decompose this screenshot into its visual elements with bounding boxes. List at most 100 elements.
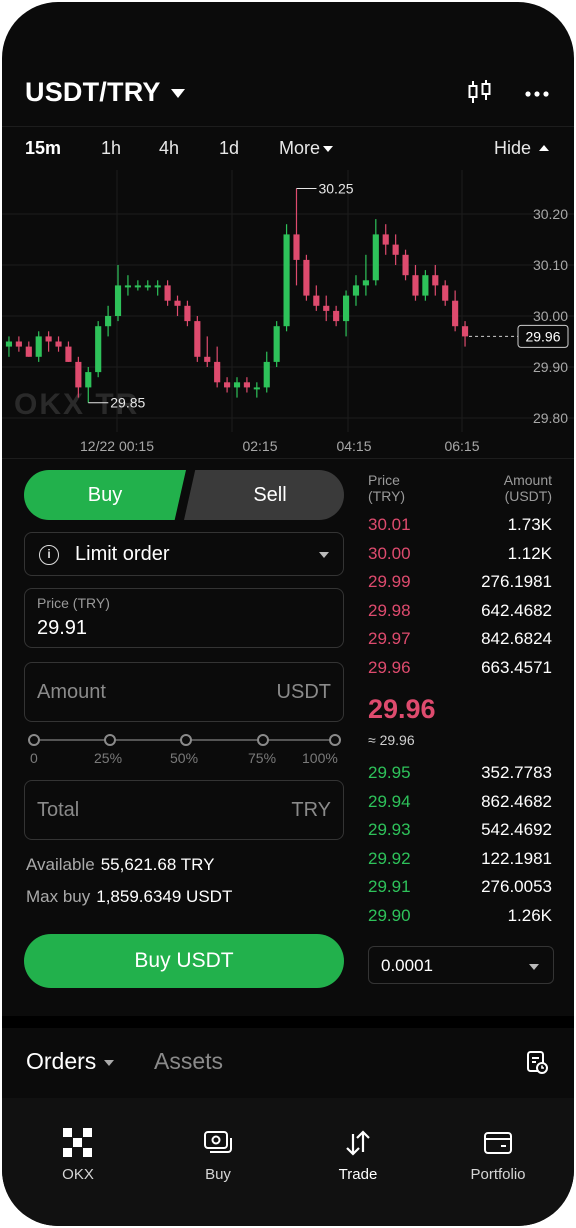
orders-tab[interactable]: Orders [26,1048,115,1075]
bid-row[interactable]: 29.92 122.1981 [368,846,552,872]
total-unit: TRY [291,799,331,821]
time-axis-label: 06:15 [444,438,479,454]
time-axis-label: 04:15 [336,438,371,454]
candle-body [342,295,350,322]
candle-body [85,372,92,388]
pair-label: USDT/TRY [25,77,161,107]
bid-row[interactable]: 29.95 352.7783 [368,760,552,786]
candle-body [174,300,181,306]
tf-more[interactable]: More [279,138,334,159]
bid-price: 29.95 [368,763,411,782]
slider-label: 50% [170,750,199,766]
bid-row[interactable]: 29.90 1.26K [368,903,552,929]
nav-buy[interactable]: Buy [168,1128,268,1183]
candle-body [333,310,340,322]
nav-label: OKX [62,1166,94,1183]
ask-row[interactable]: 29.99 276.1981 [368,569,552,595]
order-history-icon[interactable] [526,1050,548,1074]
divider [2,458,574,459]
hide-chart-button[interactable]: Hide [494,138,550,159]
amount-slider[interactable]: 0 25% 50% 75% 100% [24,732,344,768]
candle-body [194,321,201,357]
tf-1h[interactable]: 1h [101,138,122,158]
ask-row[interactable]: 30.00 1.12K [368,541,552,567]
nav-label: Buy [205,1166,231,1183]
time-axis-label: 12/22 00:15 [80,438,154,454]
candle-body [452,300,459,327]
more-options-icon[interactable] [524,78,550,106]
amount-placeholder: Amount [37,681,106,703]
candle-body [432,275,439,286]
current-price-tag [517,324,569,348]
buy-usdt-button[interactable]: Buy USDT [24,934,344,988]
bid-amount: 276.0053 [481,877,552,896]
chevron-down-icon [104,1059,115,1066]
ask-row[interactable]: 29.97 842.6824 [368,626,552,652]
order-type-select[interactable]: i Limit order [24,532,344,576]
bid-row[interactable]: 29.91 276.0053 [368,874,552,900]
bid-row[interactable]: 29.94 862.4682 [368,789,552,815]
nav-label: Trade [338,1166,378,1183]
ask-row[interactable]: 29.98 642.4682 [368,598,552,624]
ask-row[interactable]: 29.96 663.4571 [368,655,552,681]
slider-stop-100[interactable] [329,734,341,746]
slider-stop-50[interactable] [180,734,192,746]
candle-body [105,316,112,327]
candle-body [114,285,122,316]
chevron-down-icon [323,146,334,153]
available-label: Available [26,855,95,874]
precision-select[interactable]: 0.0001 [368,946,554,984]
max-buy-value: 1,859.6349 USDT [96,887,233,906]
bid-amount: 352.7783 [481,763,552,782]
tf-15m[interactable]: 15m [25,138,62,158]
amount-header: Amount (USDT) [504,472,552,504]
nav-trade[interactable]: Trade [308,1128,408,1183]
bid-amount: 862.4682 [481,792,552,811]
candle-body [144,285,151,288]
slider-stop-0[interactable] [28,734,40,746]
candle-body [15,341,22,347]
total-field[interactable]: Total TRY [24,780,344,840]
pair-selector[interactable]: USDT/TRY [25,77,185,108]
candle-body [35,336,42,357]
section-separator [2,1016,574,1028]
chevron-up-icon [539,144,550,151]
candle-body [243,382,250,388]
amount-header-label: Amount [503,472,552,488]
assets-tab[interactable]: Assets [154,1048,224,1074]
candle-body [214,361,221,383]
slider-stop-75[interactable] [257,734,269,746]
candle-body [233,382,241,388]
nav-label: Portfolio [470,1166,526,1183]
candlestick-chart[interactable]: OKX TR 30.25 29.85 30.20 30.10 30.00 29.90 29.8… [2,170,574,460]
candle-body [293,234,300,260]
candlestick-toggle-icon[interactable] [466,78,494,106]
price-axis-label: 29.80 [533,410,568,426]
dropdown-arrow-icon [319,552,329,558]
tf-1d[interactable]: 1d [219,138,240,158]
candle-body [124,285,132,288]
candle-body [5,341,13,347]
nav-portfolio[interactable]: Portfolio [448,1128,548,1183]
bid-row[interactable]: 29.93 542.4692 [368,817,552,843]
info-icon[interactable]: i [39,545,59,565]
slider-label: 75% [248,750,277,766]
price-header-label: Price [368,472,400,488]
candle-body [45,336,52,342]
candle-body [372,234,379,281]
slider-label: 100% [302,750,338,766]
price-field[interactable]: Price (TRY) 29.91 [24,588,344,648]
amount-field[interactable]: Amount USDT [24,662,344,722]
ask-price: 29.98 [368,601,411,620]
timeframe-bar: 15m 1h 4h 1d More Hide [2,128,574,170]
bid-amount: 122.1981 [481,849,552,868]
ask-row[interactable]: 30.01 1.73K [368,512,552,538]
slider-label: 0 [30,750,38,766]
sell-tab[interactable]: Sell [184,470,344,520]
nav-okx[interactable]: OKX [28,1128,128,1183]
slider-stop-25[interactable] [104,734,116,746]
buy-tab[interactable]: Buy [24,470,186,520]
candle-body [442,285,449,301]
candle-body [323,305,330,311]
tf-4h[interactable]: 4h [159,138,180,158]
